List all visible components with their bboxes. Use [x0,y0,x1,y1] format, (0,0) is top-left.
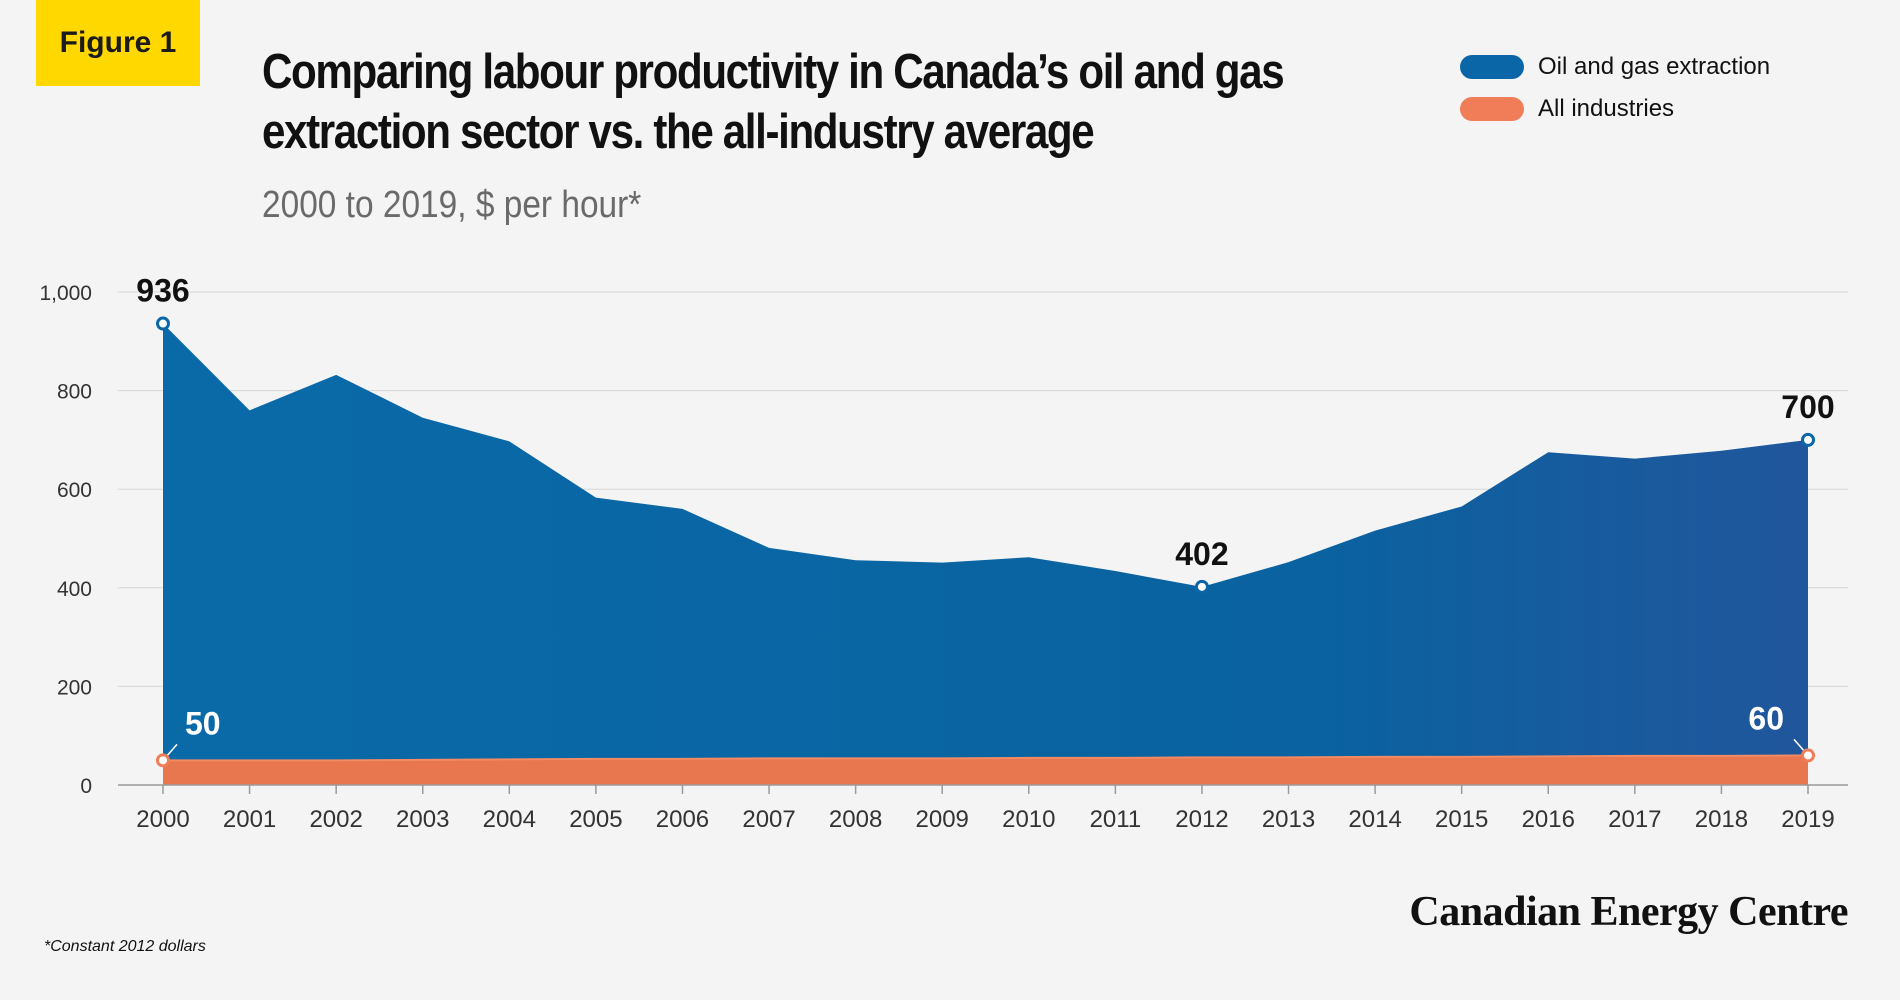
x-tick-label: 2018 [1695,806,1748,833]
x-tick-label: 2003 [396,806,449,833]
data-label-all-industries-2000: 50 [185,705,221,741]
figure-label: Figure 1 [36,0,200,86]
chart-title-line-1: Comparing labour productivity in Canada’… [262,45,1285,99]
chart-title: Comparing labour productivity in Canada’… [262,42,1285,162]
legend-label-all-industries: All industries [1538,95,1675,122]
legend-swatch-all-industries [1460,97,1524,121]
data-point-oil-gas-2000 [156,316,170,331]
x-tick-label: 2017 [1608,806,1661,833]
x-tick-label: 2012 [1175,806,1228,833]
x-tick-label: 2013 [1262,806,1315,833]
series-line-all-industries [163,754,1809,762]
x-tick-label: 2007 [742,806,795,833]
y-tick-label: 1,000 [39,282,92,305]
data-label-oil-gas-2019: 700 [1781,389,1834,425]
data-label-oil-gas-2000: 936 [136,273,189,309]
x-tick-label: 2001 [223,806,276,833]
x-tick-label: 2006 [656,806,709,833]
x-tick-label: 2011 [1090,806,1142,833]
legend-label-oil-gas: Oil and gas extraction [1538,53,1771,80]
y-tick-label: 800 [57,381,92,404]
legend-item-oil-gas: Oil and gas extraction [1460,46,1770,88]
series-area-all-industries [163,755,1808,785]
x-tick-label: 2008 [829,806,882,833]
x-tick-label: 2014 [1348,806,1401,833]
x-tick-label: 2002 [309,806,362,833]
x-tick-label: 2010 [1002,806,1055,833]
footnote: *Constant 2012 dollars [44,938,206,955]
y-tick-label: 200 [57,676,92,699]
series-area-oil-gas [163,323,1808,785]
legend-item-all-industries: All industries [1460,88,1770,130]
legend: Oil and gas extraction All industries [1460,46,1770,130]
x-tick-label: 2009 [916,806,969,833]
data-point-oil-gas-2019 [1801,432,1815,447]
data-point-all-industries-2019 [1801,748,1815,763]
x-tick-label: 2005 [569,806,622,833]
legend-swatch-oil-gas [1460,55,1524,79]
chart-title-line-2: extraction sector vs. the all-industry a… [262,105,1095,159]
x-tick-label: 2015 [1435,806,1488,833]
brand-logo-text: Canadian Energy Centre [1409,889,1848,935]
x-tick-label: 2016 [1522,806,1575,833]
data-label-oil-gas-2012: 402 [1175,536,1228,572]
data-point-oil-gas-2012 [1194,579,1209,594]
x-tick-label: 2000 [136,806,189,833]
data-point-all-industries-2000 [156,753,170,768]
x-tick-label: 2004 [483,806,536,833]
x-tick-label: 2019 [1781,806,1834,833]
y-tick-label: 0 [80,775,92,798]
chart-subtitle: 2000 to 2019, $ per hour* [262,184,642,226]
y-tick-label: 600 [57,479,92,502]
data-label-all-industries-2019: 60 [1748,700,1784,736]
y-tick-label: 400 [57,578,92,601]
